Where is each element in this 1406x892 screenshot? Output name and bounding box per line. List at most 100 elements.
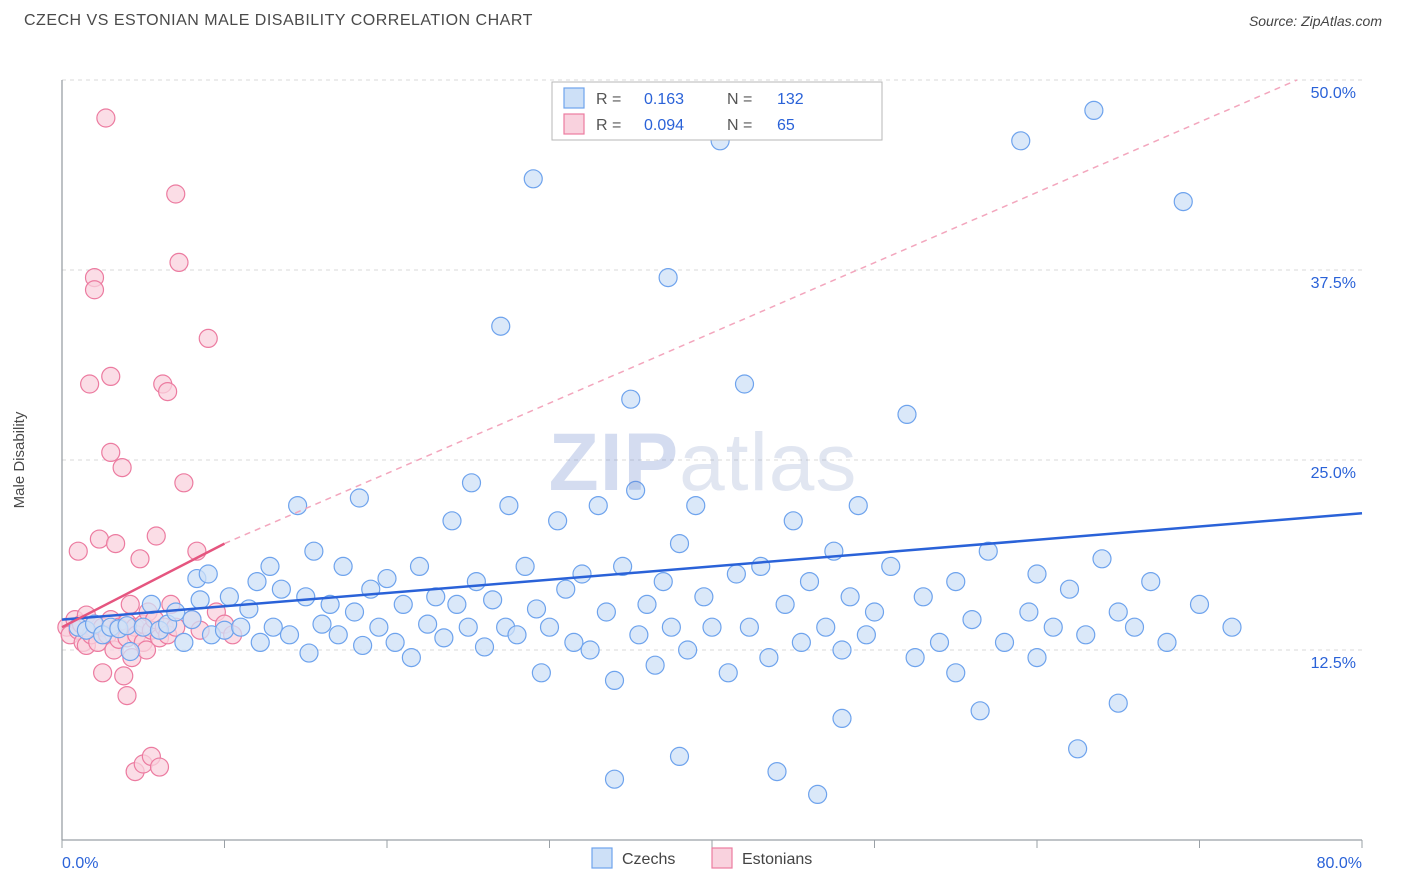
legend-swatch xyxy=(564,114,584,134)
czechs-point xyxy=(784,512,802,530)
czechs-point xyxy=(906,649,924,667)
czechs-point xyxy=(1028,565,1046,583)
czechs-point xyxy=(963,611,981,629)
czechs-point xyxy=(528,600,546,618)
czechs-point xyxy=(1028,649,1046,667)
legend-r-value: 0.094 xyxy=(644,117,684,134)
estonians-point xyxy=(199,329,217,347)
czechs-point xyxy=(971,702,989,720)
czechs-point xyxy=(719,664,737,682)
estonians-point xyxy=(81,375,99,393)
czechs-point xyxy=(281,626,299,644)
estonians-point xyxy=(97,109,115,127)
czechs-point xyxy=(370,618,388,636)
czechs-point xyxy=(264,618,282,636)
czechs-point xyxy=(931,633,949,651)
czechs-point xyxy=(134,618,152,636)
czechs-point xyxy=(411,557,429,575)
czechs-point xyxy=(516,557,534,575)
estonians-point xyxy=(175,474,193,492)
czechs-point xyxy=(1077,626,1095,644)
czechs-point xyxy=(484,591,502,609)
estonians-point xyxy=(69,542,87,560)
legend-estonians-label: Estonians xyxy=(742,851,812,868)
y-tick-label: 50.0% xyxy=(1311,85,1356,102)
czechs-point xyxy=(809,785,827,803)
czechs-point xyxy=(1191,595,1209,613)
estonians-point xyxy=(131,550,149,568)
estonians-point xyxy=(102,443,120,461)
czechs-point xyxy=(679,641,697,659)
czechs-point xyxy=(463,474,481,492)
czechs-point xyxy=(297,588,315,606)
legend-r-value: 0.163 xyxy=(644,91,684,108)
czechs-point xyxy=(996,633,1014,651)
czechs-point xyxy=(419,615,437,633)
chart-title: CZECH VS ESTONIAN MALE DISABILITY CORREL… xyxy=(24,12,533,30)
czechs-point xyxy=(305,542,323,560)
czechs-point xyxy=(638,595,656,613)
czechs-point xyxy=(833,709,851,727)
czechs-point xyxy=(662,618,680,636)
czechs-point xyxy=(378,570,396,588)
czechs-point xyxy=(183,611,201,629)
czechs-point xyxy=(622,390,640,408)
czechs-point xyxy=(191,591,209,609)
czechs-point xyxy=(654,573,672,591)
estonians-point xyxy=(147,527,165,545)
czechs-point xyxy=(1174,193,1192,211)
czechs-point xyxy=(882,557,900,575)
czechs-point xyxy=(1012,132,1030,150)
czechs-point xyxy=(492,317,510,335)
czechs-point xyxy=(833,641,851,659)
legend-n-value: 65 xyxy=(777,117,795,134)
czechs-point xyxy=(597,603,615,621)
czechs-point xyxy=(500,497,518,515)
czechs-point xyxy=(350,489,368,507)
czechs-point xyxy=(760,649,778,667)
czechs-point xyxy=(532,664,550,682)
czechs-point xyxy=(1126,618,1144,636)
czechs-point xyxy=(199,565,217,583)
czechs-point xyxy=(216,621,234,639)
czechs-point xyxy=(508,626,526,644)
czechs-point xyxy=(695,588,713,606)
czechs-point xyxy=(435,629,453,647)
legend-czechs-label: Czechs xyxy=(622,851,675,868)
czechs-point xyxy=(1020,603,1038,621)
source-label: Source: ZipAtlas.com xyxy=(1249,13,1382,29)
czechs-point xyxy=(459,618,477,636)
czechs-point xyxy=(792,633,810,651)
czechs-point xyxy=(220,588,238,606)
czechs-point xyxy=(817,618,835,636)
czechs-point xyxy=(354,636,372,654)
czechs-point xyxy=(251,633,269,651)
czechs-point xyxy=(671,535,689,553)
czechs-point xyxy=(334,557,352,575)
czechs-point xyxy=(313,615,331,633)
czechs-point xyxy=(581,641,599,659)
estonians-point xyxy=(102,367,120,385)
czechs-point xyxy=(1142,573,1160,591)
legend-swatch xyxy=(564,88,584,108)
estonians-point xyxy=(115,667,133,685)
czechs-point xyxy=(866,603,884,621)
czechs-point xyxy=(232,618,250,636)
legend-swatch xyxy=(712,848,732,868)
czechs-point xyxy=(443,512,461,530)
x-tick-label: 0.0% xyxy=(62,855,98,872)
estonians-point xyxy=(86,281,104,299)
legend-n-label: N = xyxy=(727,117,752,134)
czechs-point xyxy=(841,588,859,606)
legend-swatch xyxy=(592,848,612,868)
czechs-point xyxy=(659,269,677,287)
x-tick-label: 80.0% xyxy=(1317,855,1362,872)
czechs-point xyxy=(524,170,542,188)
y-tick-label: 25.0% xyxy=(1311,465,1356,482)
czechs-point xyxy=(857,626,875,644)
czechs-point xyxy=(740,618,758,636)
estonians-trendline-ext xyxy=(225,80,1298,544)
czechs-point xyxy=(1093,550,1111,568)
czechs-point xyxy=(565,633,583,651)
czechs-point xyxy=(121,643,139,661)
